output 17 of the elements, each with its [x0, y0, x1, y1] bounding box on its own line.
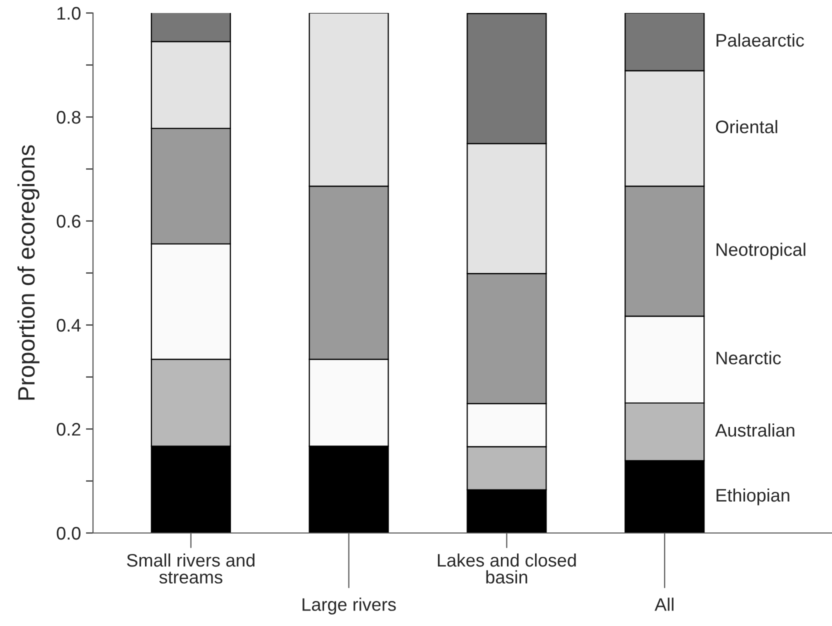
series-label: Palaearctic [716, 33, 804, 47]
y-tick-label: 0.6 [56, 214, 80, 228]
y-tick-label: 0.4 [56, 318, 81, 332]
series-label: Nearctic [716, 351, 781, 364]
y-tick-label: 0.2 [56, 422, 80, 436]
series-label: Oriental [716, 120, 778, 134]
series-label: Neotropical [716, 242, 806, 260]
series-label: Ethiopian [716, 488, 790, 506]
y-tick-label: 1.0 [57, 6, 80, 20]
x-tick-label: All [654, 598, 674, 611]
y-tick-label: 0.8 [56, 110, 80, 124]
y-tick-label: 0.0 [56, 526, 80, 540]
series-label: Australian [715, 423, 794, 437]
x-tick-label: Large rivers [302, 598, 396, 614]
y-axis-title: Proportion of ecoregions [17, 145, 40, 400]
x-tick-label: Small rivers and streams [127, 553, 254, 584]
x-tick-label: Lakes and closed basin [438, 553, 576, 584]
